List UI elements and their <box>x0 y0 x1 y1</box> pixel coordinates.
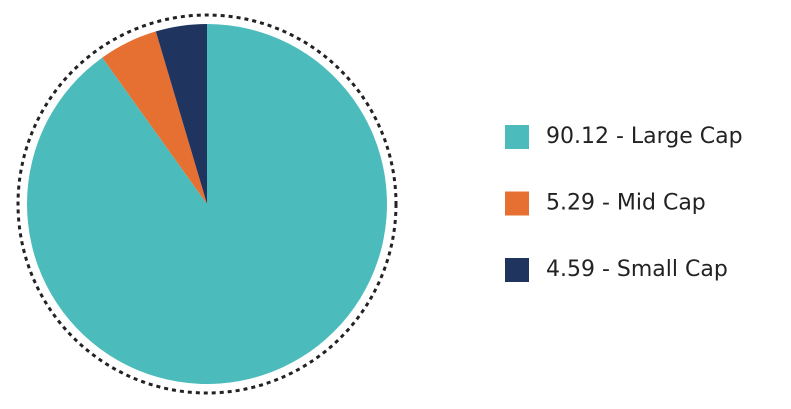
legend-label: 5.29 - Mid Cap <box>546 191 706 216</box>
legend-label: 90.12 - Large Cap <box>546 124 743 149</box>
legend-swatch <box>505 191 529 216</box>
pie-slice <box>102 31 207 204</box>
outline-ring <box>16 13 398 395</box>
pie-slice <box>27 24 388 384</box>
legend-label: 4.59 - Small Cap <box>546 257 728 282</box>
legend-swatch <box>505 125 529 149</box>
pie-slice <box>155 24 207 204</box>
legend-swatch <box>505 258 529 282</box>
